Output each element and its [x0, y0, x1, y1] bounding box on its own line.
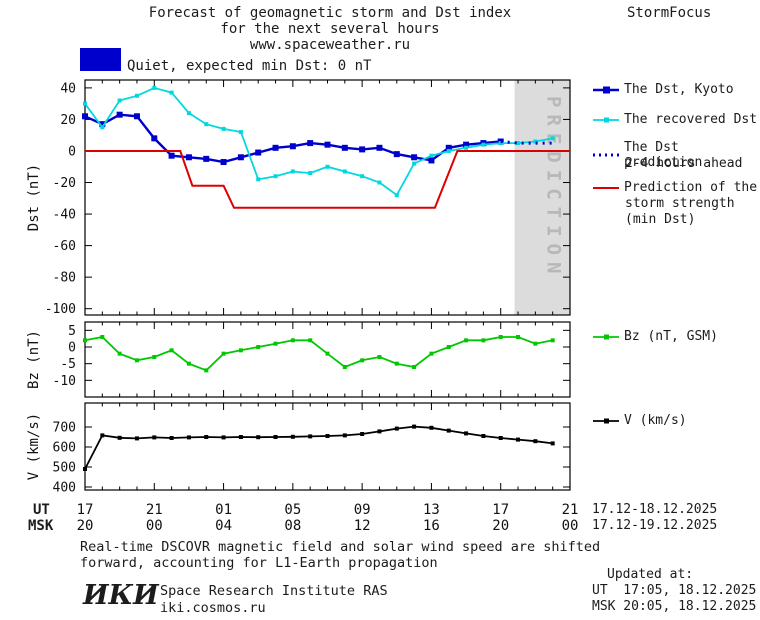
y-tick-label: -20: [53, 176, 76, 191]
updated-ut: UT 17:05, 18.12.2025: [592, 583, 757, 598]
legend-dst-kyoto: The Dst, Kyoto: [593, 82, 734, 97]
ut-tick-label: 05: [284, 502, 301, 518]
prediction-band-label: PREDICTION: [542, 96, 564, 280]
ut-tick-label: 17: [492, 502, 509, 518]
x-axis-labels: 17 21 01 05 09 13 17 21 20 00 04 08 12 16 20 00: [77, 502, 579, 534]
ut-tick-label: 09: [354, 502, 371, 518]
y-tick-label: -10: [53, 374, 76, 389]
ut-tick-label: 17: [77, 502, 94, 518]
recovered-dst-legend-marker: [593, 117, 619, 122]
y-tick-label: 400: [53, 481, 76, 496]
series-v: [84, 425, 553, 470]
y-tick-label: -5: [60, 357, 76, 372]
msk-axis-label: MSK: [28, 518, 54, 534]
page-title-line1: Forecast of geomagnetic storm and Dst in…: [148, 5, 512, 21]
legend-label-prediction-1: The Dst prediction: [624, 140, 703, 170]
y-tick-label: 500: [53, 461, 76, 476]
page-title-line2: for the next several hours: [220, 21, 440, 37]
panel-border: [84, 402, 571, 491]
ut-tick-label: 13: [423, 502, 440, 518]
y-axis-title: V (km/s): [26, 413, 42, 480]
dst-kyoto-legend-marker: [593, 86, 619, 93]
y-tick-label: 0: [68, 341, 76, 356]
prediction-band: [514, 80, 570, 315]
ut-date-range: 17.12-18.12.2025: [592, 502, 718, 517]
series-recovered-dst: [84, 86, 553, 197]
institute-site-url: iki.cosmos.ru: [160, 600, 266, 616]
updated-at-label: Updated at:: [607, 567, 694, 582]
msk-tick-label: 20: [492, 518, 509, 534]
legend-dst-prediction: The Dst prediction: [593, 140, 760, 170]
legend-label-bz: Bz (nT, GSM): [624, 329, 718, 344]
msk-tick-label: 08: [284, 518, 301, 534]
series-dst-prediction: [500, 140, 553, 145]
msk-tick-label: 00: [146, 518, 163, 534]
y-tick-label: 700: [53, 421, 76, 436]
legend-recovered-dst: The recovered Dst: [593, 112, 757, 127]
legend-label-kyoto: The Dst, Kyoto: [624, 82, 734, 97]
footer-note-line2: forward, accounting for L1-Earth propaga…: [80, 555, 438, 571]
dst-prediction-legend-marker: [593, 153, 619, 157]
ut-axis-label: UT: [33, 502, 50, 518]
updated-msk: MSK 20:05, 18.12.2025: [592, 599, 757, 614]
institute-name: Space Research Institute RAS: [160, 583, 388, 599]
ut-tick-label: 21: [562, 502, 579, 518]
storm-level-swatch: [80, 48, 121, 71]
legend-bz: Bz (nT, GSM): [593, 329, 718, 344]
panel-border: [84, 321, 571, 398]
panel-border: [84, 79, 571, 316]
series-bz: [84, 336, 553, 372]
y-tick-label: 20: [60, 113, 76, 128]
series-storm-prediction: [85, 150, 570, 209]
y-tick-label: -40: [53, 208, 76, 223]
legend-label-recovered: The recovered Dst: [624, 112, 758, 127]
series-dst-kyoto: [84, 113, 501, 164]
msk-tick-label: 04: [215, 518, 232, 534]
ut-tick-label: 21: [146, 502, 163, 518]
panel-bz: 5 0-5 -10 Bz (nT): [26, 321, 571, 398]
footer-note-line1: Real-time DSCOVR magnetic field and sola…: [80, 539, 601, 555]
legend-v: V (km/s): [593, 413, 687, 428]
ut-tick-label: 01: [215, 502, 232, 518]
site-url: www.spaceweather.ru: [249, 37, 411, 53]
legend-storm-prediction: Prediction of the: [593, 180, 757, 195]
y-tick-label: 600: [53, 441, 76, 456]
y-tick-label: -100: [45, 302, 76, 317]
bz-legend-marker: [593, 334, 619, 339]
msk-tick-label: 16: [423, 518, 440, 534]
header-title-block: Forecast of geomagnetic storm and Dst in…: [0, 5, 660, 53]
y-tick-label: -60: [53, 239, 76, 254]
v-legend-marker: [593, 418, 619, 423]
panel-dst: PREDICTION 40 20 0 -20 -40 -60 -80 -100 Dst (nT): [26, 79, 571, 317]
storm-level-label: Quiet, expected min Dst: 0 nT: [127, 58, 372, 74]
y-tick-label: 0: [68, 144, 76, 159]
brand-stormfocus: StormFocus: [627, 5, 712, 21]
y-axis-title: Bz (nT): [26, 330, 42, 389]
msk-tick-label: 00: [562, 518, 579, 534]
legend-label-prediction-2: 2-4 hours ahead: [625, 156, 743, 171]
legend-label-storm-2: storm strength: [625, 196, 735, 211]
y-tick-label: 5: [68, 324, 76, 339]
legend-label-v: V (km/s): [624, 413, 687, 428]
y-tick-label: 40: [60, 81, 76, 96]
msk-date-range: 17.12-19.12.2025: [592, 518, 718, 533]
storm-prediction-legend-marker: [593, 186, 619, 189]
panel-v: 700 600 500 400 V (km/s): [26, 402, 571, 496]
legend-label-storm-3: (min Dst): [625, 212, 696, 227]
legend-label-storm-1: Prediction of the: [624, 180, 758, 195]
y-axis-title: Dst (nT): [26, 164, 42, 231]
msk-tick-label: 12: [354, 518, 371, 534]
iki-logo: ИКИ: [83, 580, 159, 611]
y-tick-label: -80: [53, 271, 76, 286]
msk-tick-label: 20: [77, 518, 94, 534]
